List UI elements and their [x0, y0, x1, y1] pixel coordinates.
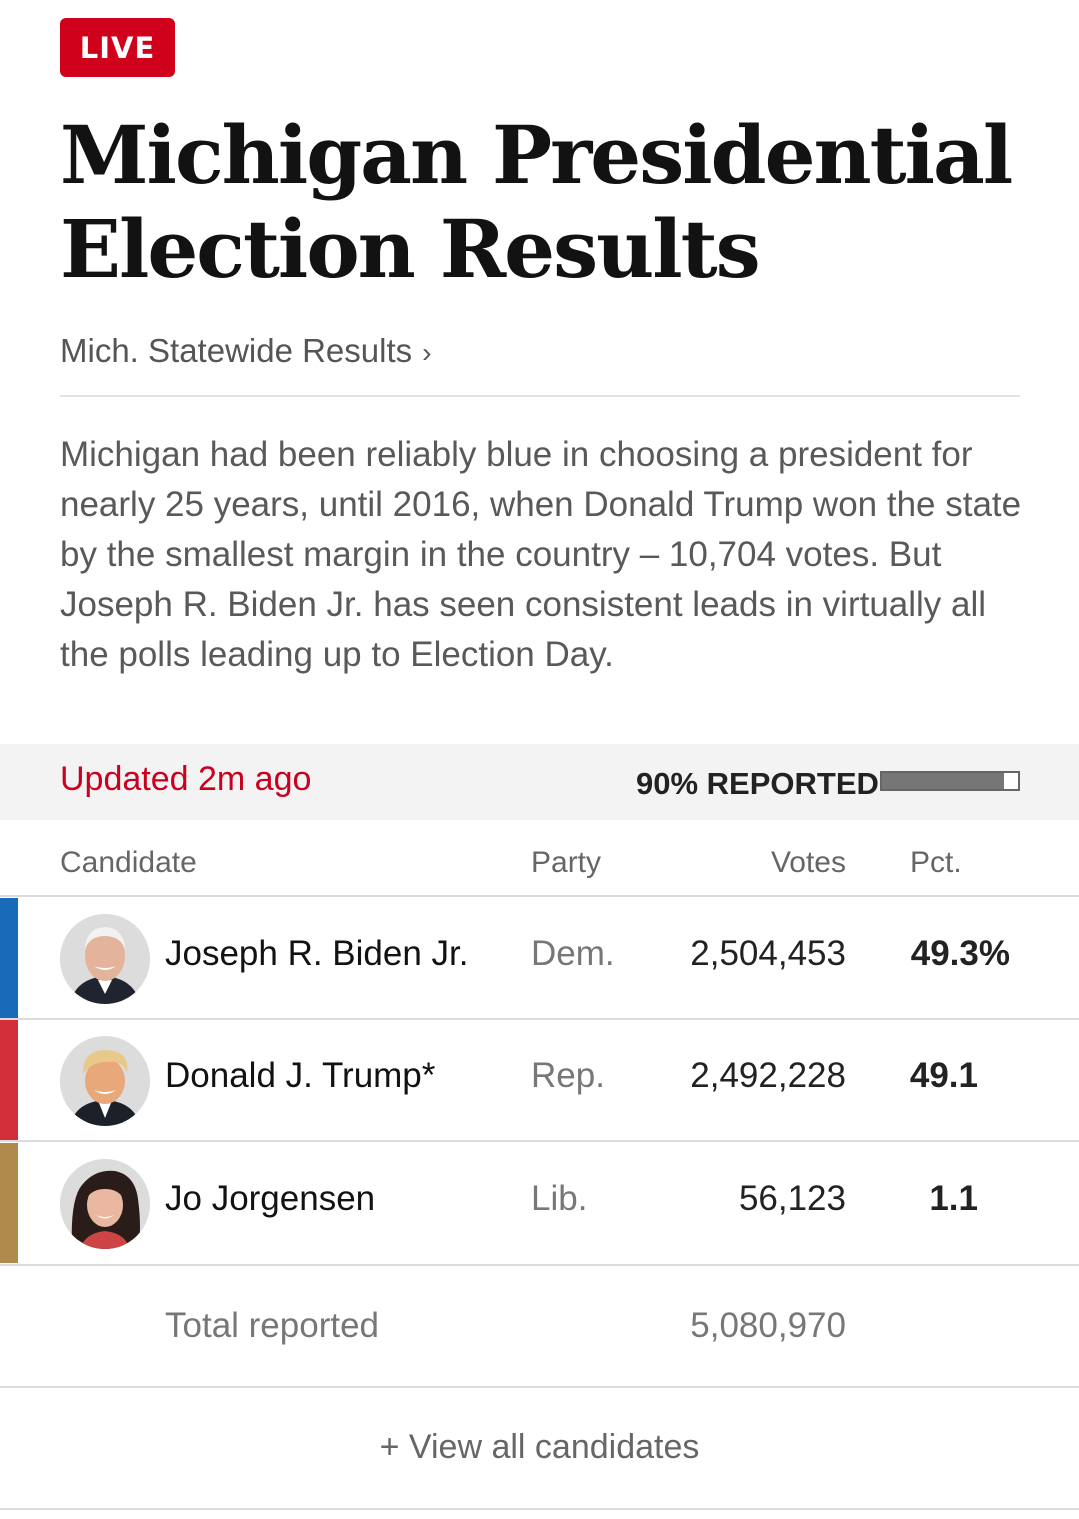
row-divider	[0, 1140, 1079, 1142]
reported-progress-bar	[880, 771, 1020, 791]
reported-progress-fill	[882, 773, 1005, 789]
header-candidate: Candidate	[60, 846, 197, 879]
view-all-candidates-button[interactable]: + View all candidates	[379, 1428, 700, 1466]
candidate-votes: 2,504,453	[690, 934, 846, 973]
candidate-name: Donald J. Trump*	[165, 1056, 436, 1095]
title-line-1: Michigan Presidential	[60, 108, 1013, 202]
candidate-name: Joseph R. Biden Jr.	[165, 934, 469, 973]
biden-photo	[60, 914, 150, 1004]
header-pct: Pct.	[910, 846, 962, 879]
title-line-2: Election Results	[60, 202, 761, 296]
candidate-name: Jo Jorgensen	[165, 1179, 376, 1218]
table-row-jorgensen: Jo Jorgensen Lib. 56,123 1.1	[0, 1143, 1079, 1263]
statewide-results-label: Mich. Statewide Results	[60, 332, 413, 369]
party-stripe-lib	[0, 1143, 18, 1263]
total-reported-votes: 5,080,970	[690, 1306, 846, 1345]
candidate-party: Lib.	[531, 1179, 588, 1218]
party-stripe-dem	[0, 898, 18, 1018]
header-party: Party	[531, 846, 602, 879]
header-votes: Votes	[770, 846, 846, 879]
candidate-party: Dem.	[531, 934, 615, 973]
candidate-party: Rep.	[531, 1056, 605, 1095]
reported-label: 90% REPORTED	[636, 766, 879, 801]
article-description: Michigan had been reliably blue in choos…	[60, 435, 1022, 674]
chevron-right-icon: ›	[422, 337, 432, 368]
row-divider	[0, 895, 1079, 897]
candidate-pct: 49.1	[909, 1056, 978, 1095]
table-row-biden: Joseph R. Biden Jr. Dem. 2,504,453 49.3%	[0, 898, 1079, 1018]
table-row-trump: Donald J. Trump* Rep. 2,492,228 49.1	[0, 1020, 1079, 1140]
trump-photo	[60, 1036, 150, 1126]
row-divider	[0, 1508, 1079, 1510]
row-divider	[0, 1386, 1079, 1388]
candidate-pct: 1.1	[929, 1179, 978, 1218]
page-title: Michigan Presidential Election Results	[60, 108, 1040, 296]
divider	[60, 395, 1020, 397]
row-divider	[0, 1018, 1079, 1020]
row-divider	[0, 1264, 1079, 1266]
live-badge: LIVE	[60, 18, 175, 77]
candidate-votes: 56,123	[738, 1179, 846, 1218]
updated-timestamp: Updated 2m ago	[60, 760, 312, 798]
statewide-results-link[interactable]: Mich. Statewide Results ›	[60, 332, 431, 370]
party-stripe-rep	[0, 1020, 18, 1140]
candidate-votes: 2,492,228	[690, 1056, 846, 1095]
total-reported-label: Total reported	[165, 1306, 380, 1345]
jorgensen-photo	[60, 1159, 150, 1249]
candidate-pct: 49.3%	[910, 934, 1010, 973]
